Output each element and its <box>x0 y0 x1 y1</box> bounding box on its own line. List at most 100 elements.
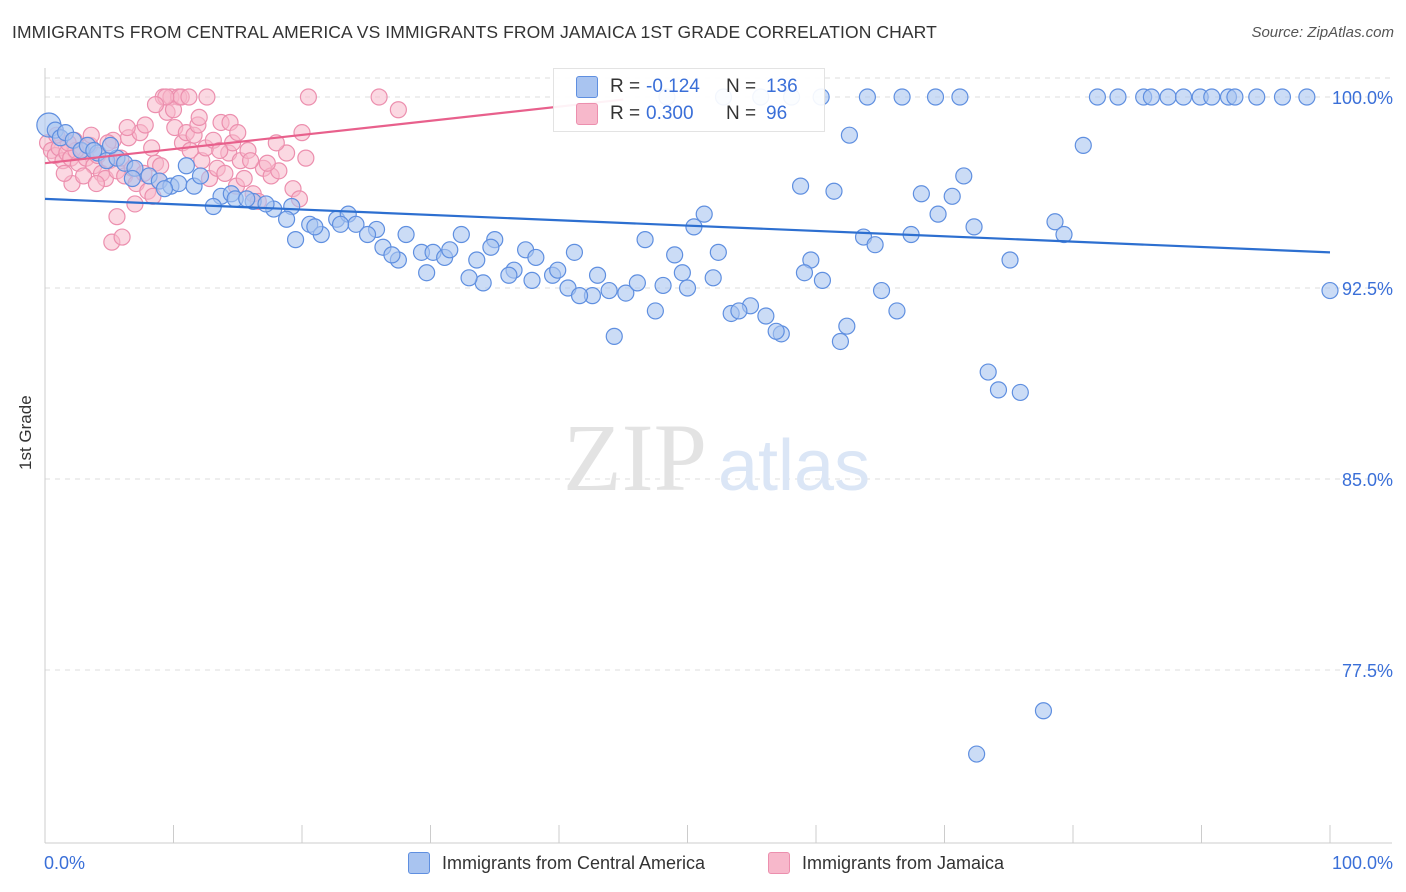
data-point-jamaica <box>180 88 198 106</box>
data-point-jamaica <box>370 88 388 106</box>
legend-item-jamaica[interactable]: Immigrants from Jamaica <box>768 852 1004 874</box>
stats-n-label: N = <box>726 103 757 124</box>
data-point-central-america <box>1298 88 1316 106</box>
data-point-central-america <box>286 231 305 249</box>
data-point-central-america <box>838 317 856 335</box>
legend-label: Immigrants from Jamaica <box>802 852 1005 873</box>
data-point-central-america <box>888 302 906 320</box>
stats-n-value: 96 <box>766 103 788 124</box>
trend-line-jamaica <box>44 98 624 165</box>
data-point-jamaica <box>190 108 208 126</box>
data-point-central-america <box>527 248 545 267</box>
data-point-jamaica <box>164 101 183 119</box>
watermark: ZIP atlas <box>563 404 870 511</box>
data-point-central-america <box>929 205 947 223</box>
data-point-central-america <box>943 187 961 205</box>
data-point-central-america <box>1226 88 1244 106</box>
stats-box: R = -0.124 N = 136 R = 0.300 N = 96 <box>553 68 825 132</box>
data-point-central-america <box>1011 383 1029 402</box>
data-point-central-america <box>1248 88 1266 106</box>
data-point-central-america <box>673 264 691 282</box>
y-tick-label: 85.0% <box>1342 470 1393 490</box>
data-point-central-america <box>825 182 843 200</box>
data-point-jamaica <box>143 139 161 157</box>
data-point-central-america <box>1074 136 1092 154</box>
watermark-zip: ZIP <box>563 404 707 511</box>
data-point-central-america <box>678 279 697 297</box>
watermark-atlas: atlas <box>718 426 870 506</box>
data-point-central-america <box>358 225 377 244</box>
data-point-central-america <box>791 177 810 195</box>
data-point-central-america <box>695 205 713 223</box>
trend-line-central-america <box>44 197 1331 254</box>
x-tick-label: 0.0% <box>44 853 85 873</box>
x-tick-labels: 0.0% 100.0% <box>44 853 1393 873</box>
trend-lines <box>44 98 1331 254</box>
data-point-jamaica <box>293 124 311 142</box>
data-point-jamaica <box>258 154 276 172</box>
x-tick-label: 100.0% <box>1332 853 1393 873</box>
data-point-jamaica <box>136 116 154 134</box>
data-point-central-america <box>570 287 589 305</box>
legend-item-central-america[interactable]: Immigrants from Central America <box>408 852 705 874</box>
data-point-jamaica <box>87 174 106 193</box>
legend-swatch-pink <box>768 852 790 874</box>
data-point-central-america <box>893 88 911 106</box>
data-point-jamaica <box>277 144 296 162</box>
legend: Immigrants from Central America Immigran… <box>0 850 1406 880</box>
data-point-central-america <box>605 327 623 345</box>
data-point-central-america <box>1174 88 1193 106</box>
data-point-central-america <box>730 302 748 320</box>
data-point-central-america <box>926 88 945 106</box>
y-axis-label: 1st Grade <box>16 395 35 470</box>
data-point-central-america <box>795 264 814 282</box>
data-point-central-america <box>965 218 983 236</box>
data-point-central-america <box>397 225 415 244</box>
data-point-central-america <box>523 271 541 289</box>
data-point-central-america <box>858 88 877 106</box>
data-point-jamaica <box>55 164 73 182</box>
data-point-central-america <box>872 281 891 300</box>
data-point-jamaica <box>113 228 131 246</box>
stats-row-jamaica: R = 0.300 N = 96 <box>576 101 787 127</box>
data-point-central-america <box>1034 702 1053 720</box>
data-point-central-america <box>757 307 775 325</box>
chart-title: IMMIGRANTS FROM CENTRAL AMERICA VS IMMIG… <box>12 22 937 42</box>
y-tick-label: 100.0% <box>1332 88 1393 108</box>
data-point-central-america <box>636 231 654 249</box>
data-point-central-america <box>1001 251 1019 269</box>
stats-r-value: -0.124 <box>646 76 700 97</box>
data-point-central-america <box>123 169 141 188</box>
data-point-central-america <box>955 167 973 185</box>
data-point-central-america <box>383 246 401 264</box>
data-point-central-america <box>646 302 664 320</box>
data-point-central-america <box>951 88 969 106</box>
data-point-central-america <box>588 266 607 284</box>
data-point-central-america <box>1109 88 1127 106</box>
y-tick-label: 92.5% <box>1342 279 1393 299</box>
y-tick-label: 77.5% <box>1342 661 1393 681</box>
data-point-central-america <box>654 276 672 295</box>
data-point-jamaica <box>198 88 216 106</box>
data-point-jamaica <box>126 195 144 213</box>
data-point-central-america <box>617 284 635 302</box>
data-point-central-america <box>968 745 986 763</box>
data-point-central-america <box>813 271 832 289</box>
data-point-central-america <box>277 210 296 228</box>
data-point-jamaica <box>216 164 234 182</box>
data-point-central-america <box>85 141 103 160</box>
data-point-central-america <box>482 238 500 256</box>
data-point-central-america <box>191 167 210 185</box>
data-point-central-america <box>704 269 722 287</box>
data-point-central-america <box>979 363 997 381</box>
data-point-central-america <box>468 251 486 269</box>
data-point-central-america <box>101 136 120 154</box>
data-point-central-america <box>912 185 930 203</box>
data-point-central-america <box>628 274 646 292</box>
data-point-central-america <box>306 218 324 236</box>
data-point-central-america <box>238 190 256 208</box>
data-point-jamaica <box>229 124 247 142</box>
data-point-central-america <box>767 322 785 340</box>
data-point-jamaica <box>297 149 315 167</box>
